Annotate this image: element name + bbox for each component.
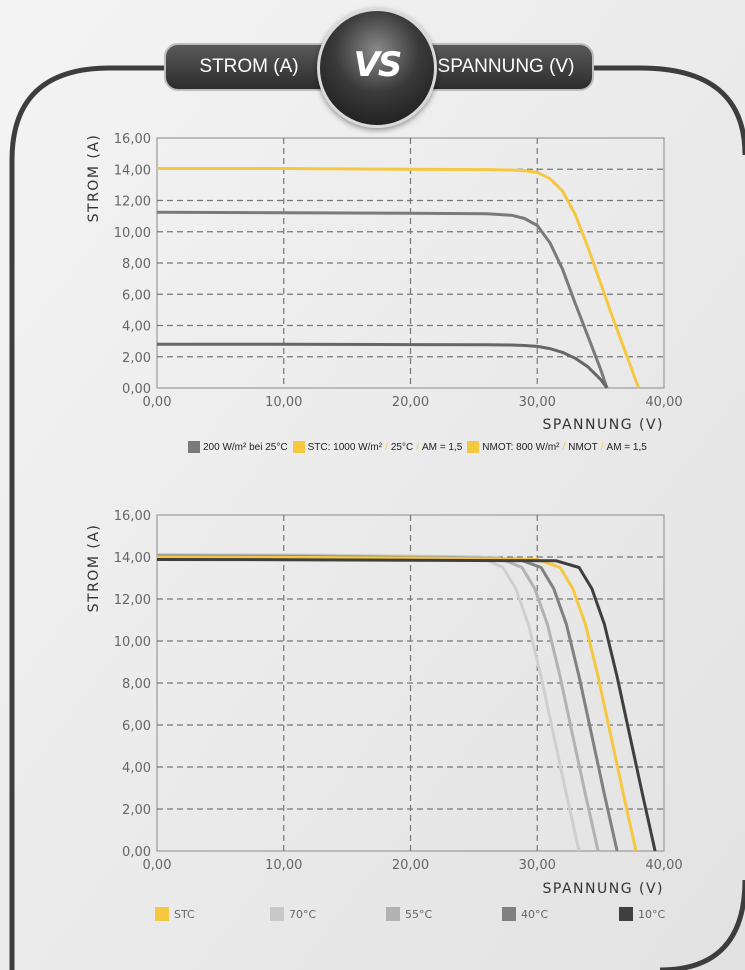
legend-label: NMOT: 800 W/m² (482, 441, 560, 453)
legend-item-55c: 55°C (386, 907, 432, 921)
panel-frame (9, 65, 745, 970)
series-line-4 (156, 555, 638, 852)
x-tick-label: 10,00 (265, 395, 302, 410)
chart-temperature: 0,00 2,00 4,00 6,00 8,00 10,00 12,00 14,00 16,00… (86, 509, 683, 897)
chart1-ticks: 0,00 2,00 4,00 6,00 8,00 10,00 12,00 14,00 16,00… (114, 132, 683, 410)
y-tick-label: 16,00 (114, 509, 151, 524)
tab-strom[interactable]: STROM (A) (164, 43, 334, 91)
y-tick-label: 14,00 (114, 163, 151, 178)
legend-swatch (188, 441, 200, 453)
legend-label: STC (174, 907, 195, 921)
x-tick-label: 20,00 (392, 858, 429, 873)
chart2-grid (156, 514, 665, 852)
tab-strom-label: STROM (A) (199, 56, 299, 77)
x-tick-label: 10,00 (265, 858, 302, 873)
chart2-series (156, 553, 657, 852)
legend-swatch (467, 441, 480, 453)
chart2-legend: STC 70°C 55°C 40°C 10°C (155, 907, 675, 923)
legend-swatch (292, 441, 305, 453)
chart2-ticks: 0,00 2,00 4,00 6,00 8,00 10,00 12,00 14,00 16,00… (114, 509, 683, 873)
y-tick-label: 2,00 (122, 803, 151, 818)
y-tick-label: 12,00 (114, 195, 151, 210)
chart1-ylabel: STROM (A) (86, 134, 102, 223)
y-tick-label: 12,00 (114, 593, 151, 608)
y-tick-label: 14,00 (114, 551, 151, 566)
y-tick-label: 2,00 (122, 351, 151, 366)
legend-swatch (502, 907, 516, 921)
x-tick-label: 20,00 (392, 395, 429, 410)
legend-label: NMOT (568, 441, 598, 453)
vs-label: VS (353, 45, 403, 85)
y-tick-label: 16,00 (114, 132, 151, 147)
x-tick-label: 30,00 (519, 858, 556, 873)
legend-label: 70°C (289, 907, 317, 921)
legend-swatch (619, 907, 633, 921)
chart1-grid (156, 137, 665, 389)
panel-frame-right (659, 879, 745, 970)
x-tick-label: 40,00 (645, 395, 682, 410)
legend-label: 200 W/m² bei 25°C (203, 441, 288, 453)
y-tick-label: 0,00 (122, 382, 151, 397)
y-tick-label: 10,00 (114, 226, 151, 241)
series-line-5 (156, 558, 657, 852)
x-tick-label: 40,00 (645, 858, 682, 873)
series-line-2 (156, 210, 609, 389)
legend-label: 40°C (521, 907, 549, 921)
legend-label: STC: 1000 W/m² (307, 441, 383, 453)
x-tick-label: 0,00 (143, 858, 172, 873)
y-tick-label: 6,00 (122, 288, 151, 303)
legend-item-nmot: NMOT: 800 W/m² / NMOT / AM = 1,5 (467, 441, 647, 453)
x-tick-label: 30,00 (519, 395, 556, 410)
series-line-1 (157, 167, 641, 389)
legend-item-stc: STC: 1000 W/m²/25°C / AM = 1,5 (292, 441, 463, 453)
series-line-3 (157, 342, 609, 389)
y-tick-label: 8,00 (122, 257, 151, 272)
legend-label: AM = 1,5 (606, 441, 647, 453)
vs-badge: VS (317, 8, 437, 128)
legend-item-10c: 10°C (619, 907, 665, 921)
chart1-xlabel: SPANNUNG (V) (543, 417, 664, 433)
legend-swatch (270, 907, 284, 921)
tab-spannung-label: SPANNUNG (V) (437, 56, 575, 77)
chart-irradiance: 0,00 2,00 4,00 6,00 8,00 10,00 12,00 14,00 16,00… (86, 132, 683, 433)
chart2-xlabel: SPANNUNG (V) (543, 881, 664, 897)
legend-label: 55°C (405, 907, 433, 921)
legend-label: AM = 1,5 (421, 441, 463, 453)
legend-swatch (155, 907, 169, 921)
legend-label: 25°C (390, 441, 414, 453)
y-tick-label: 4,00 (122, 761, 151, 776)
series-line-2 (156, 553, 600, 852)
chart2-ylabel: STROM (A) (86, 524, 102, 613)
y-tick-label: 8,00 (122, 677, 151, 692)
y-tick-label: 4,00 (122, 320, 151, 335)
legend-item-40c: 40°C (502, 907, 548, 921)
legend-swatch (386, 907, 400, 921)
legend-label: 10°C (638, 907, 666, 921)
legend-item-200w: 200 W/m² bei 25°C (188, 441, 288, 453)
legend-item-stc: STC (155, 907, 195, 921)
y-tick-label: 6,00 (122, 719, 151, 734)
chart1-series (156, 167, 641, 389)
chart1-legend: 200 W/m² bei 25°C STC: 1000 W/m²/25°C / AM… (188, 441, 652, 453)
x-tick-label: 0,00 (143, 395, 172, 410)
y-tick-label: 10,00 (114, 635, 151, 650)
legend-item-70c: 70°C (270, 907, 316, 921)
y-tick-label: 0,00 (122, 845, 151, 860)
tab-spannung[interactable]: SPANNUNG (V) (418, 43, 594, 91)
